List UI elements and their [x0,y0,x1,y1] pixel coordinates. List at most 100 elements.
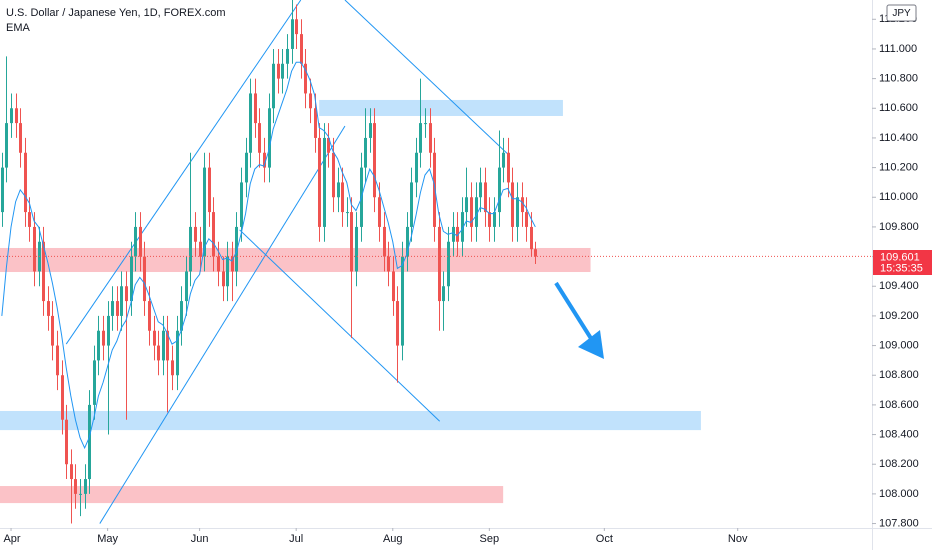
candle-body [153,330,156,346]
candle-body [295,19,298,35]
candle-body [415,152,418,183]
candle-body [337,182,340,198]
candle-body [203,167,206,257]
candle-body [479,182,482,198]
candle-body [143,256,146,302]
candle-body [157,345,160,361]
candle-body [341,182,344,213]
y-tick-label: 110.400 [879,132,918,144]
candle-body [327,137,330,153]
y-tick-label: 110.600 [879,102,918,114]
candle-body [318,137,321,227]
candle-body [456,226,459,242]
trendline [65,0,302,345]
candle-body [88,404,91,480]
last-price-box [873,250,932,275]
candle-body [28,212,31,227]
candle-body [61,375,64,420]
candle-body [70,464,73,480]
candle-body [378,197,381,227]
candle-body [516,197,519,227]
candle-body [10,108,13,124]
candle-body [429,123,432,153]
candle-body [387,256,390,272]
candle-body [235,226,238,272]
candle-body [111,301,114,316]
candle-body [254,93,257,124]
candle-body [286,48,289,64]
candle-body [534,249,537,257]
candle-body [194,226,197,242]
candle-body [484,182,487,213]
candle-body [171,360,174,376]
candle-body [281,63,284,79]
x-tick-label: Apr [3,533,20,545]
candle-body [79,493,82,495]
candle-body [125,286,128,302]
x-tick-label: Aug [383,533,403,545]
chart-title: U.S. Dollar / Japanese Yen, 1D, FOREX.co… [6,7,226,19]
candle-body [42,241,45,302]
ema-line [1,61,536,450]
candle-body [442,286,445,302]
candle-body [74,479,77,494]
candle-body [51,315,54,346]
candle-body [139,226,142,257]
countdown: 15:35:35 [880,262,923,274]
candle-body [199,241,202,257]
candle-body [419,123,422,153]
candle-body [502,152,505,168]
y-tick-label: 110.800 [879,73,918,85]
candle-body [1,167,4,213]
candle-body [15,108,18,124]
candle-body [185,271,188,302]
candle-body [130,256,133,302]
candle-body [272,63,275,109]
candle-body [438,226,441,302]
y-tick-label: 108.000 [879,488,919,500]
candle-body [355,226,358,272]
candle-body [189,226,192,272]
y-tick-label: 110.000 [879,191,918,203]
candle-body [116,301,119,316]
currency-label[interactable]: JPY [892,8,911,19]
zone [0,247,591,273]
candle-body [263,152,266,168]
arrow-head [578,330,604,359]
candle-body [525,212,528,227]
candle-body [369,123,372,138]
x-tick-label: May [97,533,118,545]
candle-body [447,241,450,287]
candle-body [268,108,271,168]
y-tick-label: 108.800 [879,369,919,381]
y-tick-label: 109.000 [879,339,919,351]
candle-body [521,197,524,213]
candle-body [208,167,211,213]
candle-body [323,137,326,227]
candle-body [56,345,59,376]
candle-body [217,256,220,272]
x-tick-label: Nov [728,533,748,545]
x-tick-label: Sep [480,533,500,545]
candle-body [180,301,183,331]
candle-body [166,330,169,361]
candle-body [102,330,105,346]
x-tick-label: Jul [289,533,303,545]
y-tick-label: 111.000 [879,43,917,55]
candle-body [97,330,100,361]
candle-body [19,123,22,153]
candle-body [5,123,8,168]
currency-box[interactable] [886,4,917,22]
candle-body [24,152,27,213]
last-price: 109.601 [880,251,920,263]
candle-body [120,286,123,316]
y-tick-label: 109.200 [879,310,919,322]
trendline [239,229,441,422]
candle-body [231,256,234,272]
candle-body [475,197,478,227]
candle-body [309,93,312,109]
candle-body [465,197,468,213]
candle-body [148,301,151,331]
x-tick-label: Oct [596,533,613,545]
candle-body [162,330,165,361]
